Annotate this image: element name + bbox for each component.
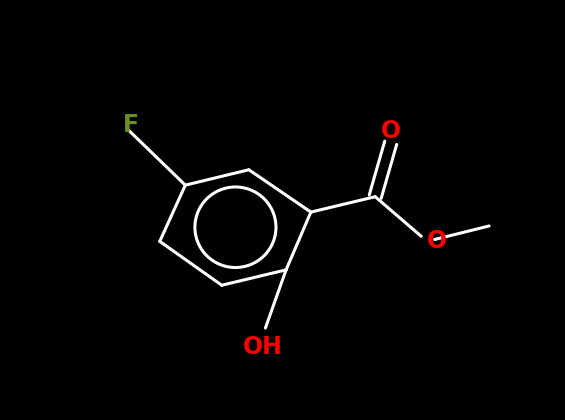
Text: OH: OH <box>243 335 282 359</box>
Text: O: O <box>381 119 401 143</box>
Text: F: F <box>123 113 140 137</box>
Text: O: O <box>427 229 447 253</box>
